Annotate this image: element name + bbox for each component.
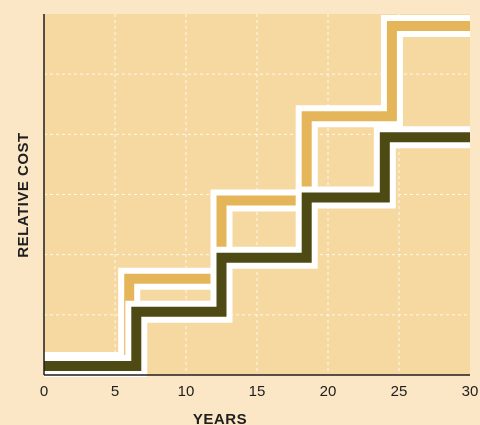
x-tick-label: 10	[178, 383, 195, 400]
x-tick-label: 30	[462, 383, 479, 400]
x-ticks: 0 5 10 15 20 25 30	[40, 383, 479, 400]
x-tick-label: 0	[40, 383, 48, 400]
x-tick-label: 25	[391, 383, 408, 400]
series-line-2	[44, 132, 470, 371]
x-tick-label: 20	[320, 383, 337, 400]
x-tick-label: 5	[111, 383, 119, 400]
x-axis-title: YEARS	[193, 411, 247, 425]
series-layer	[44, 15, 470, 377]
x-tick-label: 15	[249, 383, 266, 400]
y-axis-title: RELATIVE COST	[15, 132, 32, 257]
